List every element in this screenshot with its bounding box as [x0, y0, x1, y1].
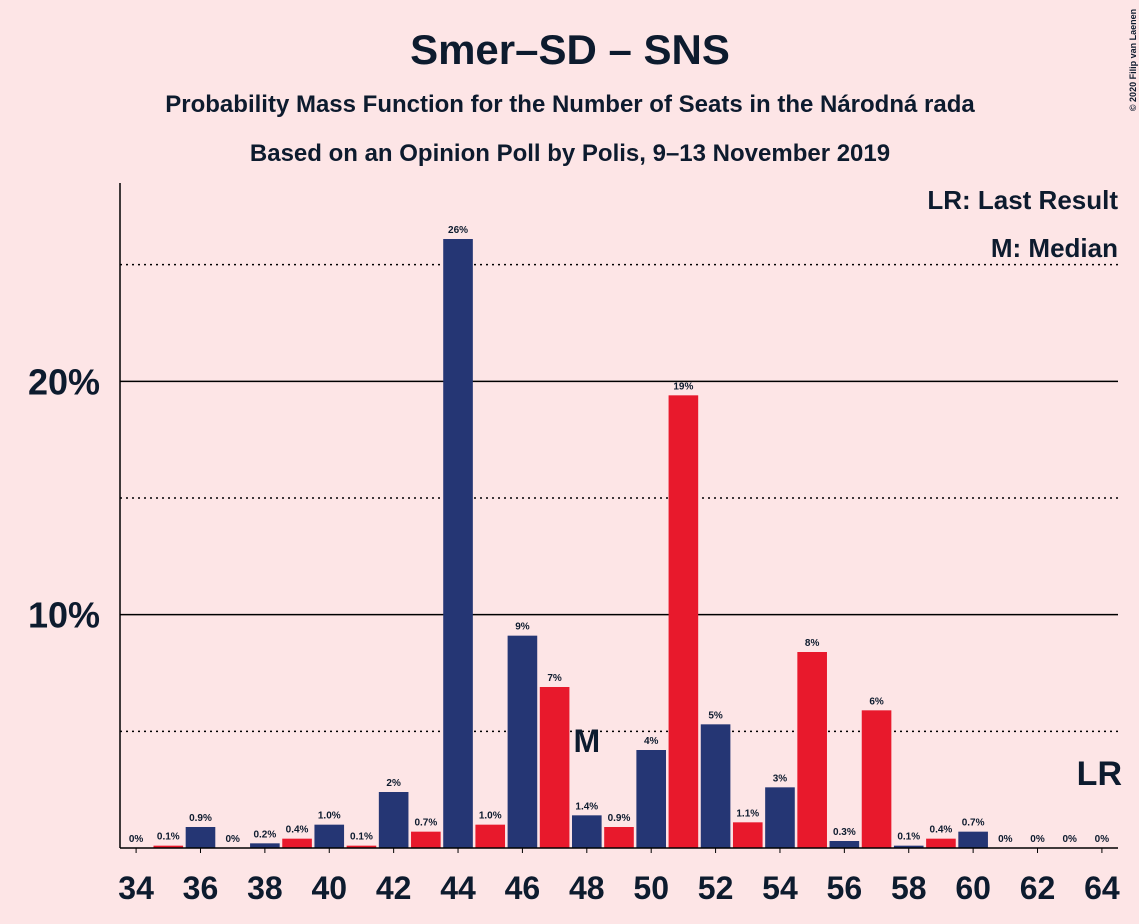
bar [443, 239, 473, 848]
value-label: 1.4% [575, 801, 598, 812]
x-tick-label: 62 [1020, 870, 1056, 906]
bar [346, 845, 377, 848]
bar [797, 652, 827, 848]
value-label: 0% [1030, 834, 1045, 845]
x-tick-label: 50 [633, 870, 669, 906]
value-label: 1.0% [318, 811, 341, 822]
legend-entry: M: Median [991, 233, 1118, 263]
bar [829, 841, 860, 848]
bar [604, 827, 634, 848]
value-label: 0.4% [930, 825, 953, 836]
value-label: 0.7% [414, 818, 437, 829]
chart-title: Smer–SD – SNS [410, 26, 730, 73]
x-tick-label: 44 [440, 870, 476, 906]
bar [475, 824, 506, 848]
x-tick-label: 48 [569, 870, 605, 906]
bar [314, 824, 345, 848]
value-label: 19% [673, 381, 693, 392]
x-tick-label: 40 [311, 870, 347, 906]
value-label: 0.7% [962, 818, 985, 829]
annotation: M [573, 723, 600, 759]
bar [765, 787, 795, 848]
value-label: 0% [1095, 834, 1110, 845]
x-tick-label: 56 [827, 870, 863, 906]
x-tick-label: 54 [762, 870, 798, 906]
value-label: 0.3% [833, 827, 856, 838]
bar [571, 815, 602, 848]
bar [861, 710, 892, 848]
value-label: 4% [644, 736, 659, 747]
value-label: 9% [515, 622, 530, 633]
x-tick-label: 38 [247, 870, 283, 906]
value-label: 5% [708, 710, 723, 721]
value-label: 7% [547, 673, 562, 684]
bar [926, 838, 956, 848]
bar [700, 724, 731, 848]
bar [958, 831, 988, 848]
y-tick-label: 10% [28, 595, 100, 636]
value-label: 26% [448, 225, 468, 236]
value-label: 0% [225, 834, 240, 845]
value-label: 0% [998, 834, 1013, 845]
chart-subtitle: Based on an Opinion Poll by Polis, 9–13 … [250, 140, 890, 167]
value-label: 6% [869, 696, 884, 707]
bar [378, 792, 409, 848]
value-label: 1.0% [479, 811, 502, 822]
bar [636, 750, 667, 848]
bar [732, 822, 763, 848]
value-label: 0.1% [897, 832, 920, 843]
x-tick-label: 46 [505, 870, 541, 906]
value-label: 1.1% [736, 808, 759, 819]
x-tick-label: 36 [183, 870, 219, 906]
bar [668, 395, 699, 848]
bar [539, 687, 570, 848]
chart-subtitle: Probability Mass Function for the Number… [165, 91, 975, 118]
x-tick-label: 58 [891, 870, 927, 906]
annotation: LR [1077, 755, 1122, 793]
legend-entry: LR: Last Result [927, 185, 1118, 215]
copyright: © 2020 Filip van Laenen [1128, 9, 1138, 111]
x-tick-label: 34 [118, 870, 154, 906]
bar [250, 843, 280, 848]
value-label: 0.4% [286, 825, 309, 836]
x-tick-label: 52 [698, 870, 734, 906]
value-label: 8% [805, 638, 820, 649]
value-label: 3% [773, 773, 788, 784]
value-label: 0.9% [189, 813, 212, 824]
value-label: 0.1% [157, 832, 180, 843]
y-tick-label: 20% [28, 361, 100, 402]
value-label: 0% [129, 834, 144, 845]
value-label: 0.2% [253, 829, 276, 840]
bar [282, 838, 312, 848]
x-tick-label: 60 [955, 870, 991, 906]
x-tick-label: 64 [1084, 870, 1120, 906]
bar [893, 845, 924, 848]
value-label: 0.9% [608, 813, 631, 824]
bar [411, 831, 441, 848]
x-tick-label: 42 [376, 870, 412, 906]
value-label: 2% [386, 778, 401, 789]
bar [507, 635, 538, 848]
bar [153, 845, 184, 848]
value-label: 0% [1062, 834, 1077, 845]
value-label: 0.1% [350, 832, 373, 843]
bar [185, 827, 216, 848]
